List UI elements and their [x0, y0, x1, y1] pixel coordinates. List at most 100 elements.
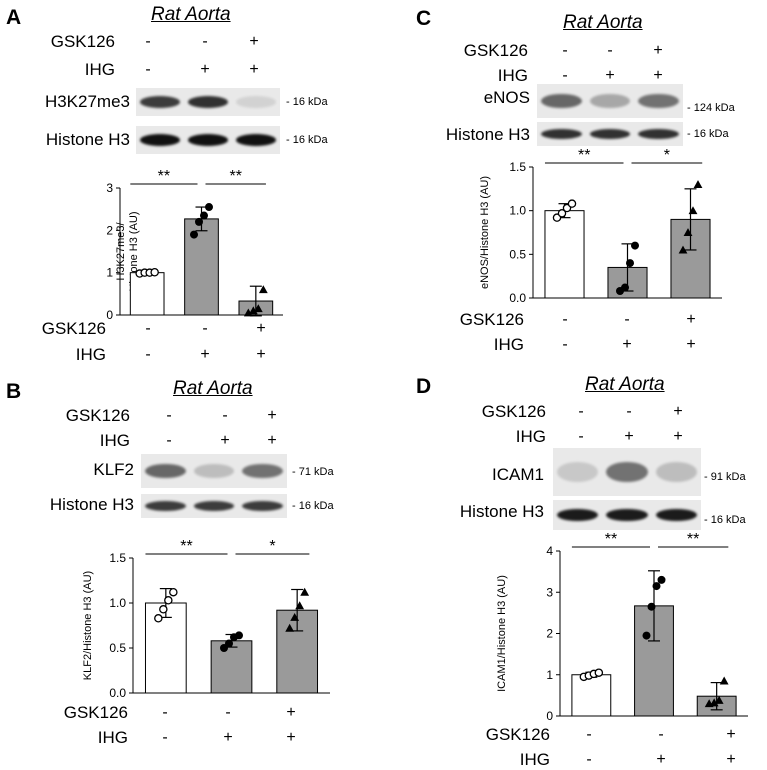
sign: -: [562, 311, 568, 328]
western-blot-image: [553, 500, 701, 530]
sign: -: [624, 311, 630, 328]
sign: -: [145, 346, 151, 363]
data-point: [195, 217, 203, 226]
sign: -: [225, 704, 231, 721]
data-point: [647, 602, 656, 611]
data-point: [652, 582, 661, 591]
data-point: [631, 241, 639, 250]
sign: +: [686, 311, 696, 328]
significance-label: **: [687, 531, 699, 548]
ihg-row-label: IHG: [497, 66, 528, 85]
bar: [544, 210, 585, 299]
sign: +: [267, 407, 277, 424]
data-point: [243, 308, 253, 317]
blot-band: [235, 96, 277, 108]
blot-label-klf2: KLF2: [93, 460, 134, 479]
data-point: [154, 614, 163, 623]
sign: +: [653, 42, 663, 59]
panel-title: Rat Aorta: [173, 378, 253, 399]
sign: +: [605, 67, 615, 84]
blot-band: [193, 463, 235, 479]
ihg-row-label: IHG: [515, 427, 546, 446]
blot-band: [187, 134, 229, 146]
significance-label: **: [578, 147, 590, 164]
panel-title: Rat Aorta: [563, 12, 643, 33]
panel-title: Rat Aorta: [585, 374, 665, 395]
blot-band: [655, 461, 698, 483]
data-point: [678, 245, 688, 254]
y-axis-label: eNOS/Histone H3 (AU): [479, 176, 491, 289]
data-point: [253, 304, 263, 313]
panel-a: A Rat Aorta GSK126 - - + IHG - + + H3K27…: [0, 0, 380, 372]
sign: +: [249, 61, 259, 78]
sign: +: [726, 726, 736, 743]
data-point: [159, 605, 168, 614]
ihg-row-label: IHG: [519, 750, 550, 769]
significance-label: *: [269, 538, 275, 555]
sign: -: [578, 428, 584, 445]
blot-label-icam1: ICAM1: [492, 465, 544, 484]
sign: +: [220, 432, 230, 449]
sign: -: [626, 403, 632, 420]
y-axis-label: KLF2/Histone H3 (AU): [82, 571, 94, 680]
sign: -: [166, 407, 172, 424]
data-point: [200, 211, 208, 220]
sign: -: [658, 726, 664, 743]
sign: -: [586, 726, 592, 743]
sign: +: [200, 346, 210, 363]
western-blot-image: [537, 84, 683, 118]
sign: -: [202, 320, 208, 337]
sign: -: [145, 320, 151, 337]
sign: +: [286, 704, 296, 721]
blot-label-histone-h3: Histone H3: [49, 495, 134, 514]
sign: +: [726, 751, 736, 768]
data-point: [169, 587, 178, 597]
blot-band: [606, 508, 648, 522]
sign: +: [256, 320, 266, 337]
blot-band: [589, 93, 631, 109]
y-tick-label: 2: [106, 223, 113, 237]
gsk126-row-label: GSK126: [463, 41, 528, 60]
western-blot-image: [537, 122, 683, 146]
sign: -: [607, 42, 613, 59]
sign: -: [562, 42, 568, 59]
sign: -: [562, 67, 568, 84]
data-point: [235, 631, 243, 640]
data-point: [557, 209, 567, 218]
data-point: [205, 203, 213, 212]
gsk126-row-label: GSK126: [41, 319, 106, 338]
data-point: [621, 283, 629, 292]
western-blot-image: [136, 88, 280, 116]
blot-band: [187, 96, 229, 108]
gsk126-row-label: GSK126: [481, 402, 546, 421]
blot-label-histone-h3: Histone H3: [459, 502, 544, 521]
blot-band: [144, 500, 186, 512]
significance-label: **: [605, 531, 617, 548]
mw-marker: - 124 kDa: [687, 102, 735, 114]
significance-label: *: [664, 147, 670, 164]
bar: [571, 674, 612, 717]
y-axis-label: ICAM1/Histone H3 (AU): [496, 575, 508, 692]
western-blot-image: [136, 126, 280, 154]
panel-c: C Rat Aorta GSK126 - - + IHG - + + eNOS …: [0, 0, 767, 372]
panel-title: Rat Aorta: [151, 4, 231, 25]
bar: [210, 640, 253, 694]
blot-band: [556, 508, 599, 522]
data-point: [688, 206, 698, 215]
gsk126-row-label: GSK126: [485, 725, 550, 744]
sign: +: [249, 33, 259, 50]
blot-band: [606, 461, 648, 483]
data-point: [626, 259, 634, 268]
blot-band: [242, 500, 284, 512]
gsk126-row-label: GSK126: [50, 32, 115, 51]
blot-label-histone-h3: Histone H3: [445, 125, 530, 144]
western-blot-image: [141, 454, 287, 488]
ihg-row-label: IHG: [493, 335, 524, 354]
data-point: [693, 180, 703, 188]
sign: +: [624, 428, 634, 445]
data-point: [714, 695, 724, 704]
panel-b: B Rat Aorta GSK126 - - + IHG - + + KLF2 …: [0, 372, 400, 748]
sign: -: [562, 336, 568, 353]
